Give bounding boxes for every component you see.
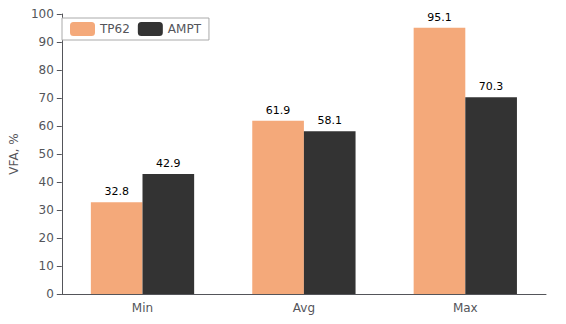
- svg-text:70.3: 70.3: [479, 80, 504, 93]
- svg-text:AMPT: AMPT: [168, 22, 202, 36]
- svg-text:Min: Min: [132, 301, 153, 315]
- svg-text:42.9: 42.9: [156, 157, 181, 170]
- svg-text:TP62: TP62: [99, 22, 130, 36]
- svg-text:32.8: 32.8: [104, 185, 129, 198]
- svg-text:58.1: 58.1: [317, 114, 342, 127]
- svg-text:VFA, %: VFA, %: [7, 133, 21, 174]
- svg-text:Max: Max: [453, 301, 478, 315]
- svg-text:40: 40: [39, 175, 54, 189]
- svg-text:80: 80: [39, 63, 54, 77]
- svg-text:61.9: 61.9: [266, 104, 291, 117]
- svg-text:50: 50: [39, 147, 54, 161]
- svg-text:90: 90: [39, 35, 54, 49]
- svg-text:20: 20: [39, 231, 54, 245]
- svg-text:10: 10: [39, 259, 54, 273]
- svg-text:100: 100: [31, 7, 54, 21]
- svg-text:60: 60: [39, 119, 54, 133]
- svg-text:Avg: Avg: [293, 301, 315, 315]
- svg-text:30: 30: [39, 203, 54, 217]
- svg-text:70: 70: [39, 91, 54, 105]
- svg-text:95.1: 95.1: [427, 11, 452, 24]
- svg-text:0: 0: [46, 287, 54, 301]
